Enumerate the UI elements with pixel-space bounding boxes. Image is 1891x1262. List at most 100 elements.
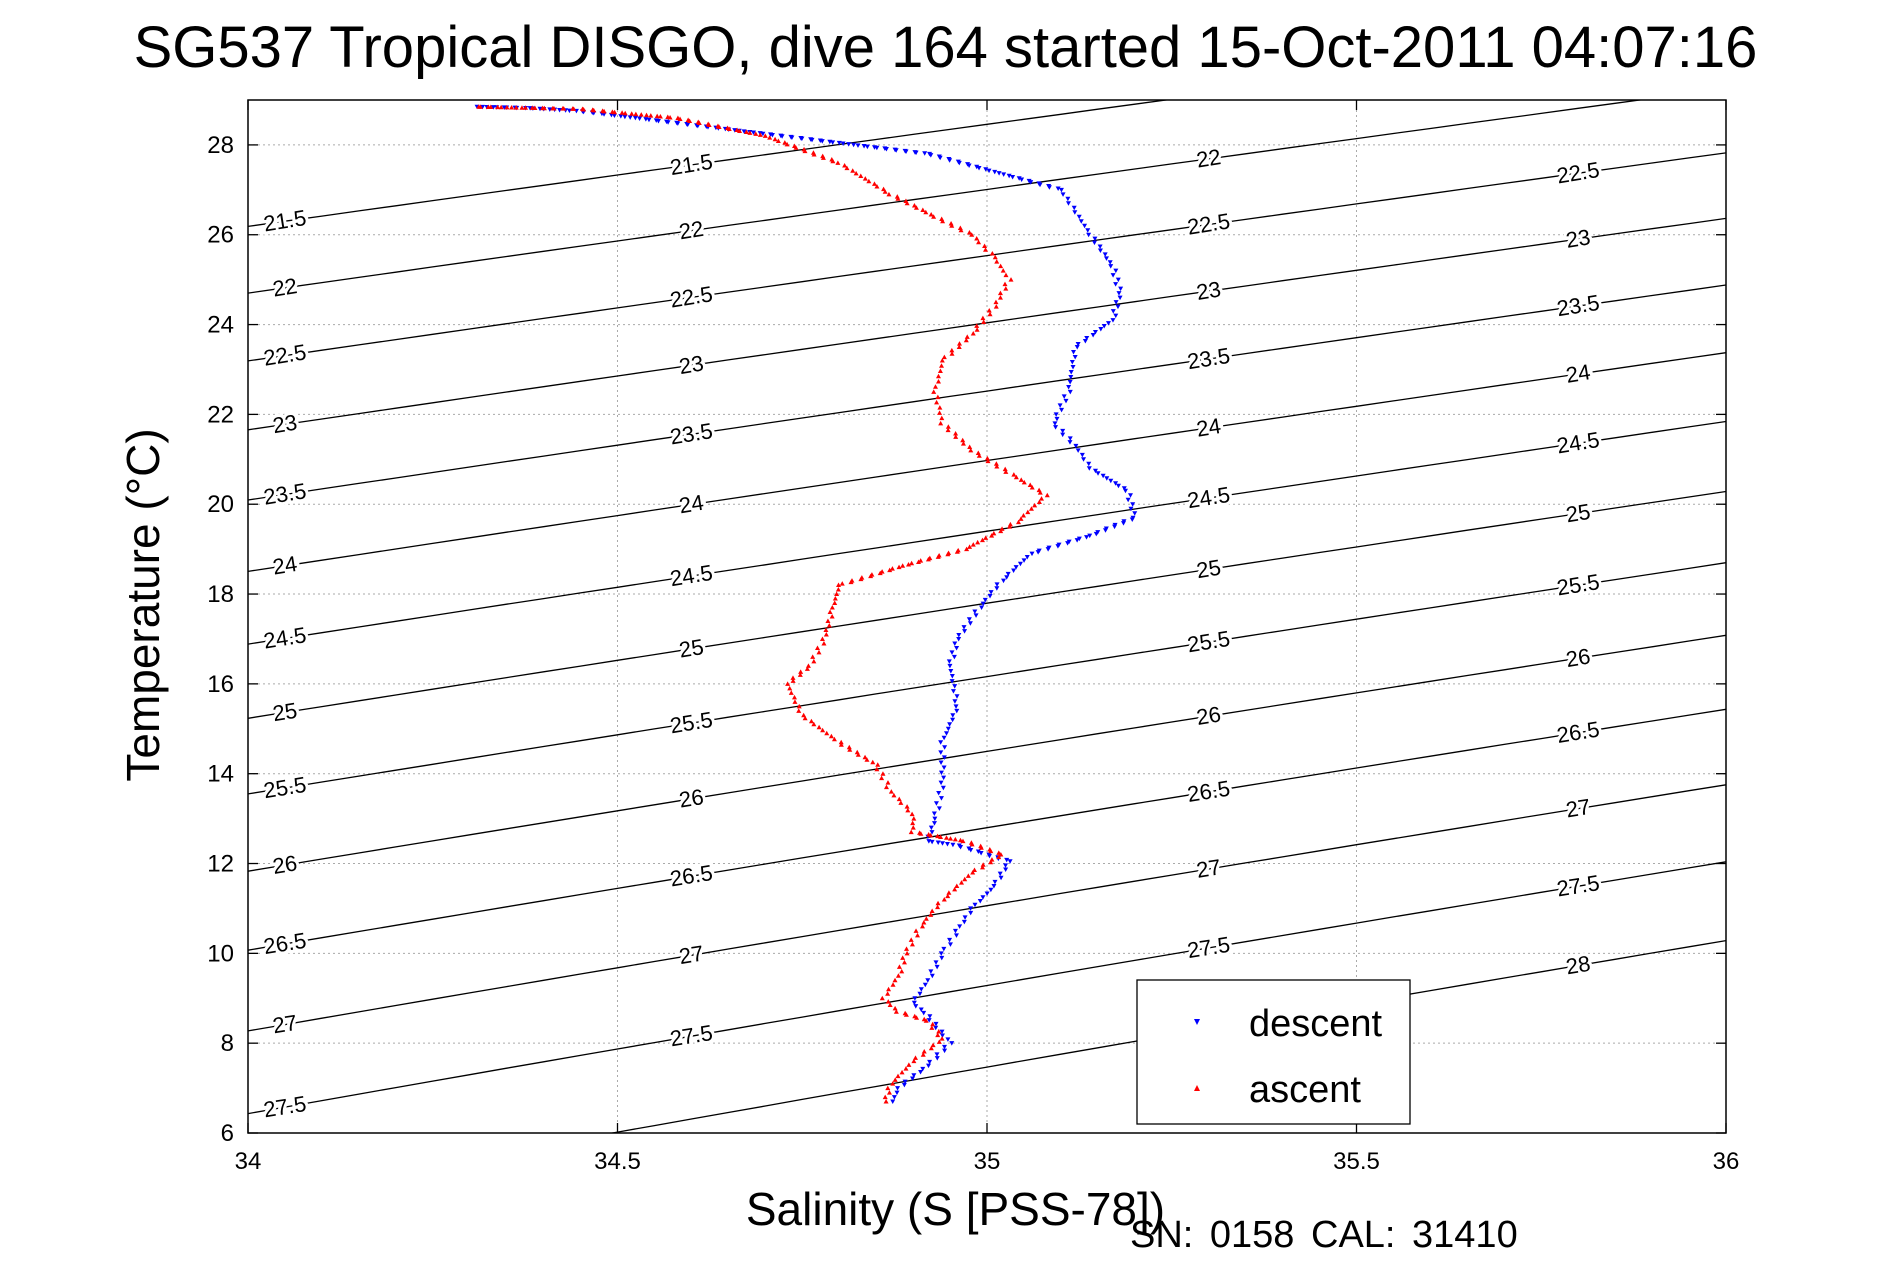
descent-point [760, 131, 766, 137]
descent-point [1113, 481, 1119, 486]
ascent-point [495, 104, 501, 110]
descent-point [1082, 339, 1088, 344]
ascent-point [935, 378, 941, 384]
descent-point [1113, 282, 1119, 287]
ascent-point [1003, 469, 1009, 474]
ascent-point [1039, 496, 1045, 501]
descent-point [947, 158, 953, 163]
descent-point [1072, 355, 1078, 360]
descent-point [931, 811, 937, 816]
ascent-point [895, 973, 901, 978]
ascent-point [802, 715, 808, 721]
descent-point [933, 960, 939, 965]
descent-point [1110, 273, 1116, 278]
ascent-point [657, 114, 663, 119]
descent-point [1082, 223, 1088, 229]
descent-point [1110, 318, 1116, 323]
descent-point [947, 942, 953, 947]
descent-point [941, 765, 947, 771]
ascent-point [930, 1042, 936, 1048]
density-contour-line [248, 490, 1726, 719]
ascent-point [790, 678, 796, 683]
descent-point [939, 1033, 945, 1038]
y-tick-label: 14 [207, 761, 234, 788]
descent-point [1075, 342, 1081, 347]
descent-point [1003, 867, 1009, 873]
ascent-point [1013, 474, 1019, 480]
ascent-point [983, 247, 989, 252]
ascent-point [855, 752, 861, 757]
ascent-point [891, 792, 897, 798]
density-contour-line [248, 420, 1726, 645]
descent-point [954, 708, 960, 714]
descent-point [928, 825, 934, 831]
descent-point [1112, 524, 1118, 530]
ascent-point [629, 111, 635, 116]
ascent-point [747, 130, 753, 135]
ascent-point [831, 736, 837, 742]
serial-calibration-label: SN: 0158 CAL: 31410 [1130, 1214, 1518, 1256]
ascent-point [967, 544, 973, 549]
descent-point [1102, 528, 1108, 533]
descent-point [911, 1000, 917, 1006]
ascent-point [886, 1090, 892, 1095]
descent-point [895, 1086, 901, 1091]
descent-point [933, 801, 939, 806]
descent-point [1100, 473, 1106, 479]
descent-point [938, 740, 944, 745]
descent-point [601, 112, 607, 117]
descent-point [1065, 541, 1071, 546]
ascent-point [879, 995, 885, 1001]
ascent-point [654, 113, 660, 119]
ascent-point [820, 155, 826, 160]
density-contour-label: 27.5 [1186, 932, 1232, 963]
ascent-point [983, 535, 989, 540]
ascent-point [989, 533, 995, 538]
descent-point [926, 1018, 932, 1023]
descent-point [1130, 502, 1136, 507]
x-tick-label: 36 [1713, 1148, 1740, 1175]
density-contour-label: 25.5 [262, 772, 308, 803]
ascent-point [834, 591, 840, 597]
ascent-point [638, 112, 644, 117]
ascent-point [1007, 524, 1013, 529]
ascent-point [896, 964, 902, 969]
y-tick-label: 22 [207, 401, 234, 428]
descent-point [1053, 425, 1059, 430]
ascent-point [998, 263, 1004, 269]
series-descent [474, 104, 1138, 1105]
ascent-point [850, 168, 856, 173]
legend-label-ascent: ascent [1249, 1069, 1361, 1111]
descent-point [933, 1021, 939, 1027]
descent-point [1072, 210, 1078, 215]
x-axis-label: Salinity (S [PSS-78]) [745, 1183, 1166, 1235]
ascent-point [838, 739, 844, 745]
ascent-point [823, 627, 829, 632]
descent-point [949, 650, 955, 655]
density-contour-label: 24 [677, 490, 705, 519]
ascent-point [1018, 477, 1024, 482]
descent-point [1086, 461, 1092, 467]
descent-point [935, 840, 941, 846]
descent-point [902, 1079, 908, 1085]
density-contour-label: 24 [1195, 413, 1223, 442]
descent-point [1108, 478, 1114, 484]
density-contour-line [608, 939, 1726, 1133]
descent-point [1091, 240, 1097, 246]
descent-point [1092, 468, 1098, 474]
descent-point [1055, 544, 1061, 549]
descent-point [1070, 364, 1076, 370]
density-contour-label: 23.5 [1555, 290, 1601, 321]
density-contour-label: 27 [677, 941, 705, 970]
ascent-point [513, 105, 519, 110]
descent-point [894, 1090, 900, 1096]
descent-point [968, 848, 974, 853]
descent-point [972, 609, 978, 614]
ascent-point [932, 384, 938, 389]
descent-point [855, 143, 861, 148]
ascent-point [1027, 482, 1033, 487]
descent-point [994, 586, 1000, 591]
descent-point [1054, 416, 1060, 422]
ascent-point [478, 104, 484, 109]
ascent-point [541, 105, 547, 111]
